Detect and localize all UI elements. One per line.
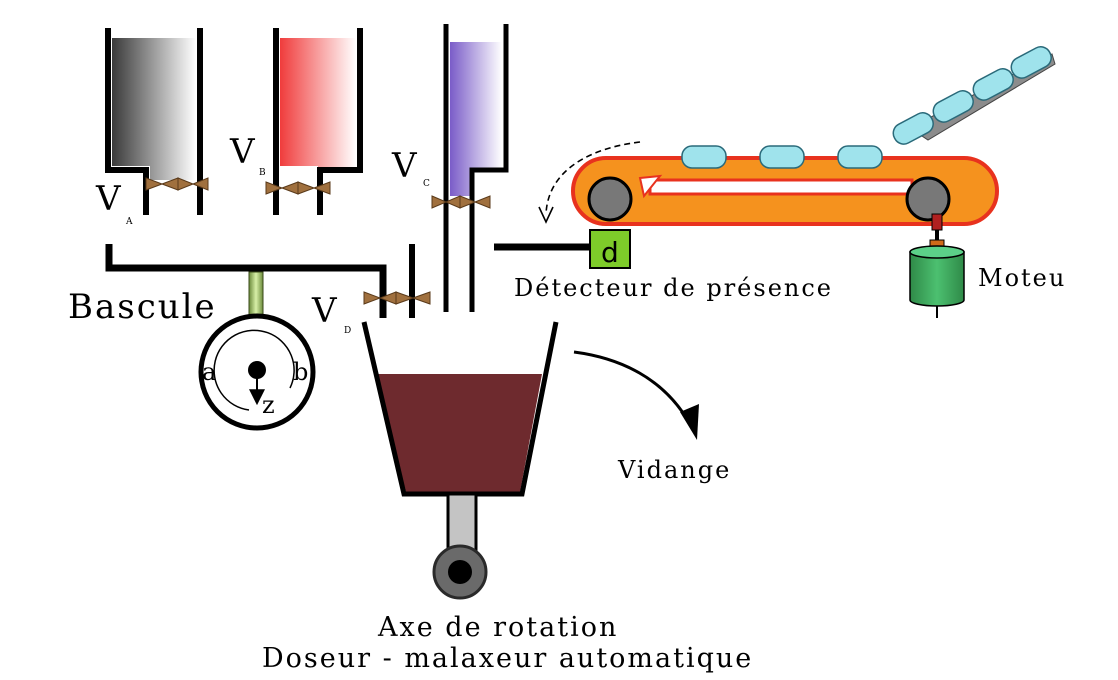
part (972, 68, 1014, 101)
axis-label: Axe de rotation (377, 612, 618, 643)
tank-b (265, 28, 363, 215)
detector-letter: d (601, 236, 619, 269)
valve-b-label: V (229, 132, 256, 172)
conveyor-roller-right (905, 176, 951, 222)
valve-b-icon-right (297, 181, 331, 195)
tank-c-walls (443, 24, 509, 312)
drain-arrow-line (573, 350, 692, 425)
tank-c-liquid (450, 42, 502, 196)
valve-d-icon-right (395, 291, 431, 305)
detector-label: Détecteur de présence (514, 274, 833, 302)
part (837, 145, 883, 169)
valve-b-subscript: B (259, 168, 266, 178)
tank-b-walls (273, 28, 363, 215)
valve-a-label: V (95, 179, 122, 219)
motor-label: Moteu (978, 264, 1066, 292)
transfer-arrow-line (545, 141, 641, 215)
mixer-shaft (446, 492, 478, 554)
valve-a-subscript: A (125, 217, 133, 227)
transfer-arrow-icon (538, 206, 554, 224)
bascule-label: Bascule (68, 287, 217, 327)
motor-body (909, 251, 965, 307)
motor-shaft-top (935, 230, 939, 240)
part (932, 90, 974, 123)
conveyor-inner (648, 178, 914, 196)
tank-b-liquid (280, 38, 356, 172)
valve-c-subscript: C (423, 179, 430, 189)
part (681, 145, 727, 169)
gauge-label-a: a (202, 358, 216, 386)
bascule-trough (105, 244, 387, 318)
parts (681, 46, 1052, 169)
gauge-arc (213, 329, 295, 411)
valve-d-label: V (311, 291, 338, 331)
valve-a-icon-right (177, 177, 209, 191)
rotation-axis-hub (448, 560, 472, 584)
part (1010, 46, 1052, 79)
gauge-pivot (248, 361, 266, 379)
drain-arrow-icon (680, 404, 699, 440)
motor-coupling (931, 213, 943, 231)
gauge-label-z: z (262, 391, 275, 419)
diagram-title: Doseur - malaxeur automatique (262, 643, 753, 674)
conveyor (571, 156, 999, 226)
tank-a (105, 28, 209, 215)
valve-b-icon[interactable] (265, 181, 299, 195)
valve-c-label: V (391, 146, 418, 186)
scale-gauge: a b z (198, 313, 316, 431)
valve-c-icon-right (459, 195, 491, 209)
gauge-label-b: b (293, 358, 308, 386)
conveyor-roller-left (587, 176, 633, 222)
motor-top (909, 245, 965, 259)
valve-d-subscript: D (344, 326, 351, 336)
part (759, 145, 805, 169)
motor-icon (909, 213, 965, 318)
part (892, 112, 934, 145)
detector-box (589, 229, 631, 269)
scale-stem (248, 271, 264, 321)
mixer-contents (374, 374, 542, 492)
tank-a-liquid (112, 38, 196, 180)
conveyor-fold (638, 174, 663, 199)
drain-label: Vidange (617, 456, 731, 484)
tank-c (431, 24, 509, 312)
